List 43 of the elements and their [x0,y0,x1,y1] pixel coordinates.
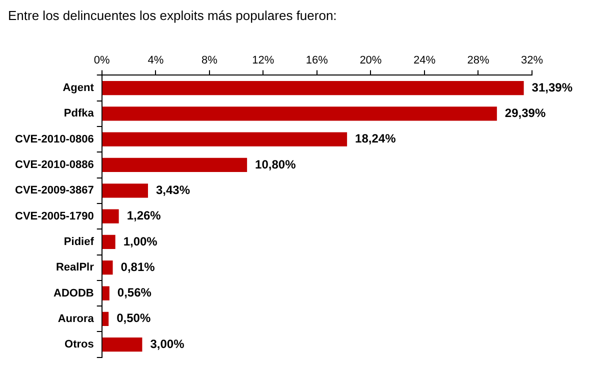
bar [102,286,110,300]
x-tick-label: 20% [360,54,382,67]
bar [102,80,524,96]
data-label: 0,50% [116,311,151,326]
data-label: 1,26% [126,208,162,223]
x-tick-label: 8% [201,54,218,67]
x-tick-label: 24% [413,54,436,67]
bar [102,184,148,198]
bar [102,260,113,275]
data-label: 10,80% [255,157,296,172]
data-label: 0,56% [117,286,152,300]
x-tick-label: 32% [520,54,544,67]
bar [102,312,109,326]
bar [102,338,142,352]
bar [102,158,248,172]
chart-title: Entre los delincuentes los exploits más populares fueron: [8,8,338,23]
y-tick-label: ADODB [54,287,94,300]
data-label: 0,81% [120,260,156,274]
bar [102,106,497,121]
x-tick-label: 4% [148,54,164,67]
y-tick-label: CVE-2005-1790 [14,210,94,222]
x-tick-label: 0% [94,54,110,67]
data-label: 1,00% [123,234,158,248]
data-label: 31,39% [532,80,573,94]
data-label: 18,24% [355,132,396,146]
y-tick-label: Pidief [64,236,94,248]
y-tick-label: Pdfka [64,108,95,120]
y-tick-label: CVE-2010-0806 [14,133,94,146]
y-tick-label: Agent [62,82,94,94]
y-tick-label: Otros [64,338,94,351]
data-label: 3,00% [150,336,185,351]
x-tick-label: 12% [252,54,274,67]
y-tick-label: RealPlr [56,262,95,274]
y-tick-label: CVE-2010-0886 [14,159,94,172]
bar [102,209,119,224]
bar [102,234,116,250]
x-tick-label: 16% [306,54,328,67]
bar [102,132,348,146]
y-tick-label: Aurora [58,312,95,325]
data-label: 3,43% [156,182,190,197]
data-label: 29,39% [504,106,546,120]
x-tick-label: 28% [467,54,490,67]
y-tick-label: CVE-2009-3867 [14,184,94,197]
